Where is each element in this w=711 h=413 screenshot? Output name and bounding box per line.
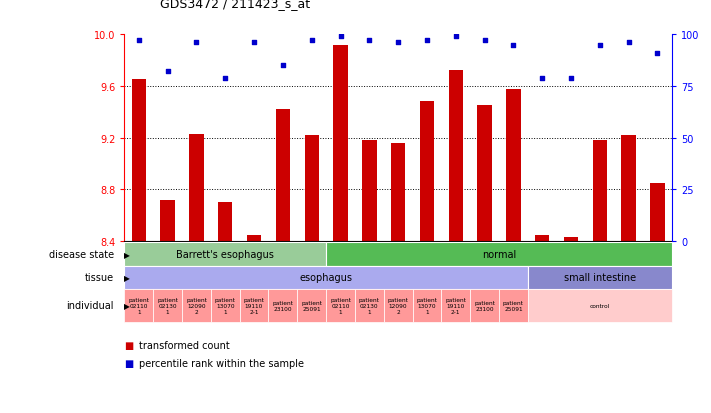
- Point: [162, 69, 173, 76]
- Bar: [391, 144, 405, 242]
- Point: [594, 42, 606, 49]
- Bar: [506, 89, 520, 242]
- Bar: [362, 141, 377, 242]
- Bar: [449, 71, 463, 242]
- Text: ■: ■: [124, 340, 134, 350]
- Bar: [593, 141, 607, 242]
- Text: patient
02130
1: patient 02130 1: [157, 297, 178, 314]
- Bar: [189, 135, 203, 242]
- Text: control: control: [589, 303, 610, 308]
- Text: patient
13070
1: patient 13070 1: [215, 297, 236, 314]
- Bar: [276, 110, 290, 242]
- Text: small intestine: small intestine: [564, 273, 636, 283]
- Point: [565, 75, 577, 82]
- Text: patient
23100: patient 23100: [272, 300, 294, 311]
- Text: patient
19110
2-1: patient 19110 2-1: [445, 297, 466, 314]
- Text: patient
12090
2: patient 12090 2: [186, 297, 207, 314]
- Bar: [651, 183, 665, 242]
- Point: [537, 75, 548, 82]
- Text: esophagus: esophagus: [299, 273, 353, 283]
- Point: [335, 34, 346, 40]
- Point: [363, 38, 375, 45]
- Text: patient
23100: patient 23100: [474, 300, 495, 311]
- Point: [450, 34, 461, 40]
- Text: tissue: tissue: [85, 273, 114, 283]
- Point: [508, 42, 519, 49]
- Text: Barrett's esophagus: Barrett's esophagus: [176, 249, 274, 259]
- Point: [479, 38, 491, 45]
- Text: patient
02110
1: patient 02110 1: [129, 297, 149, 314]
- Text: ▶: ▶: [124, 301, 130, 310]
- Bar: [535, 235, 550, 242]
- Bar: [621, 136, 636, 242]
- Bar: [304, 136, 319, 242]
- Text: patient
02110
1: patient 02110 1: [330, 297, 351, 314]
- Text: patient
02130
1: patient 02130 1: [359, 297, 380, 314]
- Text: percentile rank within the sample: percentile rank within the sample: [139, 358, 304, 368]
- Text: patient
25091: patient 25091: [503, 300, 524, 311]
- Bar: [247, 235, 262, 242]
- Point: [248, 40, 260, 47]
- Text: ▶: ▶: [124, 250, 130, 259]
- Point: [191, 40, 202, 47]
- Bar: [477, 106, 492, 242]
- Text: GDS3472 / 211423_s_at: GDS3472 / 211423_s_at: [160, 0, 310, 10]
- Bar: [218, 203, 232, 242]
- Text: ■: ■: [124, 358, 134, 368]
- Text: transformed count: transformed count: [139, 340, 230, 350]
- Text: disease state: disease state: [48, 249, 114, 259]
- Text: individual: individual: [66, 301, 114, 311]
- Text: patient
19110
2-1: patient 19110 2-1: [244, 297, 264, 314]
- Bar: [333, 45, 348, 242]
- Point: [652, 50, 663, 57]
- Point: [422, 38, 433, 45]
- Point: [392, 40, 404, 47]
- Text: patient
25091: patient 25091: [301, 300, 322, 311]
- Text: normal: normal: [482, 249, 516, 259]
- Text: patient
13070
1: patient 13070 1: [417, 297, 437, 314]
- Bar: [132, 80, 146, 242]
- Bar: [419, 102, 434, 242]
- Point: [133, 38, 144, 45]
- Bar: [564, 238, 578, 242]
- Text: patient
12090
2: patient 12090 2: [387, 297, 409, 314]
- Point: [220, 75, 231, 82]
- Point: [277, 63, 289, 69]
- Text: ▶: ▶: [124, 273, 130, 282]
- Point: [623, 40, 634, 47]
- Point: [306, 38, 317, 45]
- Bar: [161, 200, 175, 242]
